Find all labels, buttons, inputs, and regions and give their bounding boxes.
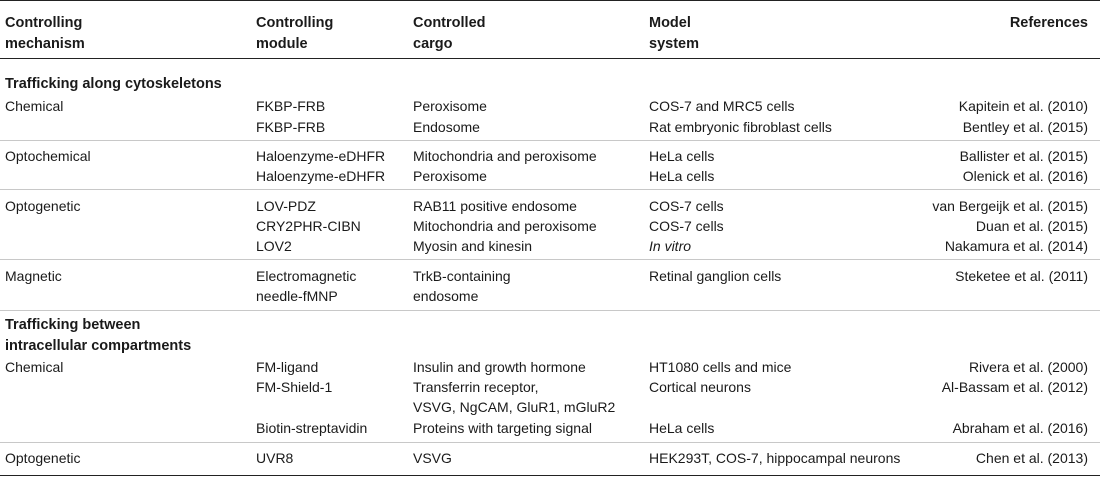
table-bottom-rule [0, 475, 1100, 476]
header-mechanism: Controlling mechanism [5, 15, 85, 52]
table-cell-module: FKBP-FRB [256, 98, 326, 114]
table-cell-model: COS-7 and MRC5 cells [649, 98, 795, 114]
table-cell-reference: Al-Bassam et al. (2012) [941, 379, 1088, 395]
table-cell-model: HeLa cells [649, 168, 715, 184]
table-cell-cargo: RAB11 positive endosome [413, 198, 577, 214]
table-cell-module: FKBP-FRB [256, 119, 326, 135]
table-cell-model: HeLa cells [649, 148, 715, 164]
table-cell-module: Electromagnetic needle-fMNP [256, 268, 357, 304]
table-cell-model: HEK293T, COS-7, hippocampal neurons [649, 450, 901, 466]
table-cell-cargo: Mitochondria and peroxisome [413, 218, 597, 234]
table-cell-reference: van Bergeijk et al. (2015) [932, 198, 1088, 214]
table-cell-cargo: Peroxisome [413, 168, 487, 184]
table-cell-reference: Abraham et al. (2016) [952, 420, 1088, 436]
header-cargo: Controlled cargo [413, 15, 486, 52]
group-separator [0, 442, 1100, 443]
table-cell-model: HeLa cells [649, 420, 715, 436]
table-cell-cargo: Proteins with targeting signal [413, 420, 592, 436]
section-title-compartments: Trafficking between intracellular compart… [5, 317, 192, 354]
table-cell-model: In vitro [649, 238, 692, 254]
table-cell-reference: Kapitein et al. (2010) [958, 98, 1088, 114]
table-cell-module: FM-ligand [256, 359, 319, 375]
table-cell-module: Haloenzyme-eDHFR [256, 168, 386, 184]
table-cell-mechanism: Chemical [5, 98, 64, 114]
table-cell-mechanism: Optogenetic [5, 198, 81, 214]
table-cell-model: Retinal ganglion cells [649, 268, 782, 284]
table-cell-model: Rat embryonic fibroblast cells [649, 119, 832, 135]
table-cell-mechanism: Chemical [5, 359, 64, 375]
table-cell-cargo: Endosome [413, 119, 480, 135]
table-cell-cargo: Mitochondria and peroxisome [413, 148, 597, 164]
table-cell-module: Biotin-streptavidin [256, 420, 368, 436]
group-separator [0, 310, 1100, 311]
table-cell-model: COS-7 cells [649, 198, 724, 214]
table-cell-reference: Nakamura et al. (2014) [944, 238, 1088, 254]
table-cell-cargo: TrkB-containing endosome [413, 268, 511, 304]
table-cell-mechanism: Optogenetic [5, 450, 81, 466]
table-cell-model: HT1080 cells and mice [649, 359, 792, 375]
table-cell-module: FM-Shield-1 [256, 379, 333, 395]
group-separator [0, 189, 1100, 190]
table-cell-module: Haloenzyme-eDHFR [256, 148, 386, 164]
table-cell-mechanism: Optochemical [5, 148, 91, 164]
header-model: Model system [649, 15, 699, 52]
table-cell-reference: Duan et al. (2015) [975, 218, 1088, 234]
table-cell-cargo: Peroxisome [413, 98, 487, 114]
table-top-rule [0, 0, 1100, 1]
table-cell-module: LOV-PDZ [256, 198, 316, 214]
table-cell-reference: Chen et al. (2013) [975, 450, 1088, 466]
group-separator [0, 259, 1100, 260]
table-cell-model: Cortical neurons [649, 379, 751, 395]
table-cell-cargo: Insulin and growth hormone [413, 359, 586, 375]
header-module: Controlling module [256, 15, 334, 52]
table-cell-cargo: VSVG [413, 450, 452, 466]
header-rule [0, 58, 1100, 59]
table-cell-reference: Rivera et al. (2000) [968, 359, 1088, 375]
table-cell-module: UVR8 [256, 450, 294, 466]
table-cell-cargo: Myosin and kinesin [413, 238, 533, 254]
table-cell-model: COS-7 cells [649, 218, 724, 234]
table-cell-module: LOV2 [256, 238, 292, 254]
header-references: References [1009, 15, 1088, 31]
table-cell-reference: Olenick et al. (2016) [962, 168, 1088, 184]
table-cell-module: CRY2PHR-CIBN [256, 218, 361, 234]
table-cell-mechanism: Magnetic [5, 268, 62, 284]
table-cell-reference: Steketee et al. (2011) [955, 268, 1088, 284]
table-cell-cargo: Transferrin receptor, VSVG, NgCAM, GluR1,… [413, 379, 616, 415]
section-title-cytoskeletons: Trafficking along cytoskeletons [5, 76, 222, 92]
table-cell-reference: Bentley et al. (2015) [962, 119, 1088, 135]
table-cell-reference: Ballister et al. (2015) [959, 148, 1088, 164]
group-separator [0, 140, 1100, 141]
